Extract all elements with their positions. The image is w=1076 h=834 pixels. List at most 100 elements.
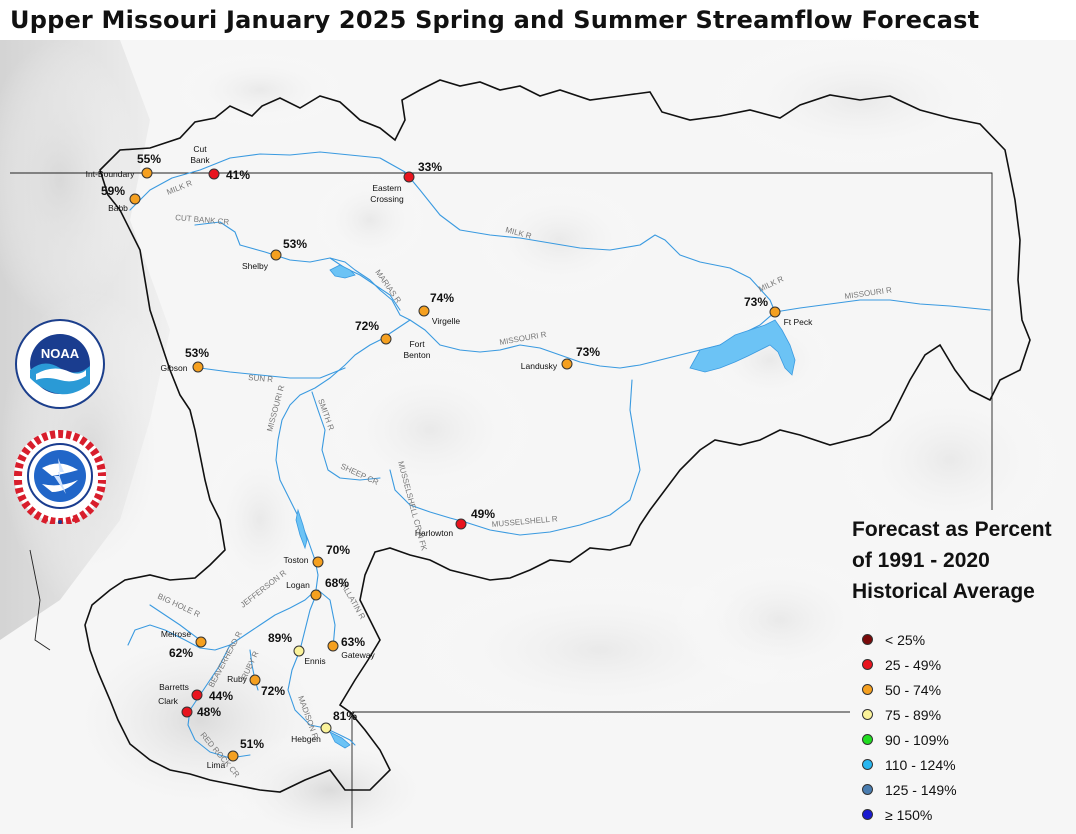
legend-item: 125 - 149%	[862, 777, 1052, 802]
station-marker	[320, 722, 332, 734]
station-name: Int-Boundary	[86, 169, 135, 179]
station-marker	[129, 193, 141, 205]
legend-label: 25 - 49%	[885, 656, 942, 673]
legend-label: < 25%	[885, 631, 926, 648]
legend-label: ≥ 150%	[885, 806, 933, 823]
legend-title-line: of 1991 - 2020	[852, 549, 990, 572]
station-cut-bank: 41% Cut Bank	[190, 144, 250, 182]
station-name: Virgelle	[432, 316, 460, 326]
station-name: Fort Benton	[404, 339, 431, 360]
station-name: Cut Bank	[190, 144, 210, 165]
station-melrose: 62% Melrose	[161, 629, 207, 660]
station-percent: 49%	[471, 507, 495, 521]
legend-title: Forecast as Percent of 1991 - 2020 Histo…	[852, 514, 1052, 607]
station-percent: 59%	[101, 184, 125, 198]
station-marker	[561, 358, 573, 370]
station-percent: 51%	[240, 737, 264, 751]
station-percent: 72%	[355, 319, 379, 333]
station-landusky: 73% Landusky	[521, 345, 601, 371]
station-name: Ennis	[304, 656, 325, 666]
station-marker	[380, 333, 392, 345]
legend-label: 125 - 149%	[885, 781, 957, 798]
station-marker	[191, 689, 203, 701]
station-marker	[769, 306, 781, 318]
legend-label: 75 - 89%	[885, 706, 942, 723]
legend-item: 90 - 109%	[862, 727, 1052, 752]
station-name: Clark	[158, 696, 179, 706]
station-percent: 73%	[576, 345, 600, 359]
station-marker	[227, 750, 239, 762]
station-percent: 89%	[268, 631, 292, 645]
legend-item: 75 - 89%	[862, 702, 1052, 727]
station-lima: 51% Lima	[207, 737, 265, 770]
station-harlowton: 49% Harlowton	[415, 507, 495, 538]
station-percent: 81%	[333, 709, 357, 723]
station-name: Harlowton	[415, 528, 454, 538]
legend-title-line: Forecast as Percent	[852, 518, 1052, 541]
legend-label: 50 - 74%	[885, 681, 942, 698]
station-name: Barretts	[159, 682, 189, 692]
station-name: Lima	[207, 760, 226, 770]
basin-boundary	[84, 79, 1031, 793]
station-marker	[141, 167, 153, 179]
station-fort-benton: 72% Fort Benton	[355, 319, 431, 360]
station-marker	[181, 706, 193, 718]
legend-swatch	[862, 709, 873, 720]
terrain-shading	[0, 30, 1076, 834]
station-name: Ft Peck	[784, 317, 814, 327]
legend-swatch	[862, 684, 873, 695]
legend: Forecast as Percent of 1991 - 2020 Histo…	[852, 514, 1052, 827]
legend-items: < 25% 25 - 49% 50 - 74% 75 - 89% 90 - 109% 11…	[862, 627, 1052, 827]
station-name: Ruby	[227, 674, 248, 684]
station-name: Gibson	[161, 363, 188, 373]
station-hebgen: 81% Hebgen	[291, 709, 357, 744]
legend-swatch	[862, 734, 873, 745]
station-percent: 70%	[326, 543, 350, 557]
legend-swatch	[862, 759, 873, 770]
station-marker	[195, 636, 207, 648]
station-barretts: 44% Barretts	[159, 682, 233, 703]
reservoirs	[295, 264, 796, 749]
noaa-logo: NOAA	[14, 318, 106, 414]
legend-item: 25 - 49%	[862, 652, 1052, 677]
station-percent: 33%	[418, 160, 442, 174]
station-name: Hebgen	[291, 734, 321, 744]
station-percent: 74%	[430, 291, 454, 305]
station-gibson: 53% Gibson	[161, 346, 210, 373]
station-ennis: 89% Ennis	[268, 631, 326, 666]
station-marker	[310, 589, 322, 601]
legend-item: < 25%	[862, 627, 1052, 652]
map-title: Upper Missouri January 2025 Spring and S…	[10, 6, 980, 34]
station-percent: 48%	[197, 705, 221, 719]
station-name: Gateway	[341, 650, 375, 660]
station-percent: 63%	[341, 635, 365, 649]
station-marker	[455, 518, 467, 530]
legend-swatch	[862, 809, 873, 820]
station-virgelle: 74% Virgelle	[418, 291, 460, 326]
station-marker	[418, 305, 430, 317]
station-markers: 55%Int-Boundary 59% Babb 41% Cut Bank 33% Easte…	[86, 144, 813, 770]
station-percent: 62%	[169, 646, 193, 660]
station-name: Shelby	[242, 261, 269, 271]
station-marker	[270, 249, 282, 261]
station-percent: 44%	[209, 689, 233, 703]
station-percent: 68%	[325, 576, 349, 590]
legend-title-line: Historical Average	[852, 580, 1035, 603]
station-name: Logan	[286, 580, 310, 590]
station-marker	[327, 640, 339, 652]
station-percent: 53%	[185, 346, 209, 360]
nws-logo	[12, 428, 108, 528]
station-percent: 72%	[261, 684, 285, 698]
station-percent: 73%	[744, 295, 768, 309]
station-marker	[249, 674, 261, 686]
station-eastern-crossing: 33% Eastern Crossing	[370, 160, 442, 204]
legend-swatch	[862, 634, 873, 645]
noaa-text: NOAA	[41, 346, 80, 361]
station-name: Landusky	[521, 361, 558, 371]
station-percent: 53%	[283, 237, 307, 251]
station-name: Toston	[283, 555, 308, 565]
station-percent: 41%	[226, 168, 250, 182]
station-percent: 55%	[137, 152, 161, 166]
station-marker	[293, 645, 305, 657]
station-ft-peck: 73% Ft Peck	[744, 295, 813, 327]
